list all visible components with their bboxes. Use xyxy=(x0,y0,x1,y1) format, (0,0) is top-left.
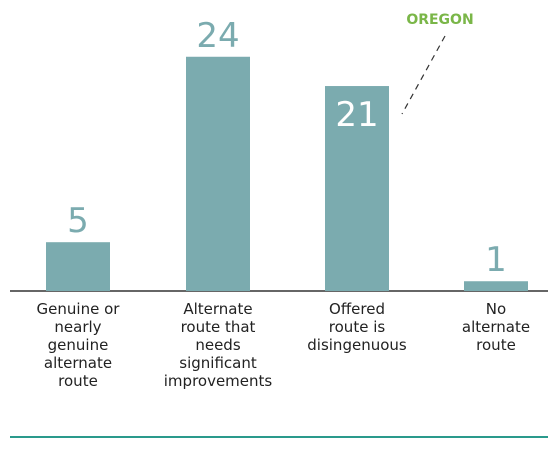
annotation-leader xyxy=(401,35,446,115)
value-label: 24 xyxy=(196,16,239,56)
value-label: 5 xyxy=(67,201,89,241)
category-label: Genuine or nearly genuine alternate rout… xyxy=(36,300,120,390)
category-label: Alternate route that needs significant i… xyxy=(163,300,273,390)
category-label: Offered route is disingenuous xyxy=(307,300,407,354)
annotation: OREGON xyxy=(406,12,473,28)
bar xyxy=(46,242,110,291)
value-label: 21 xyxy=(335,95,378,135)
value-label: 1 xyxy=(485,240,507,280)
bar xyxy=(325,86,389,291)
bar xyxy=(464,281,528,291)
category-label: No alternate route xyxy=(461,300,531,354)
bar xyxy=(186,56,250,292)
